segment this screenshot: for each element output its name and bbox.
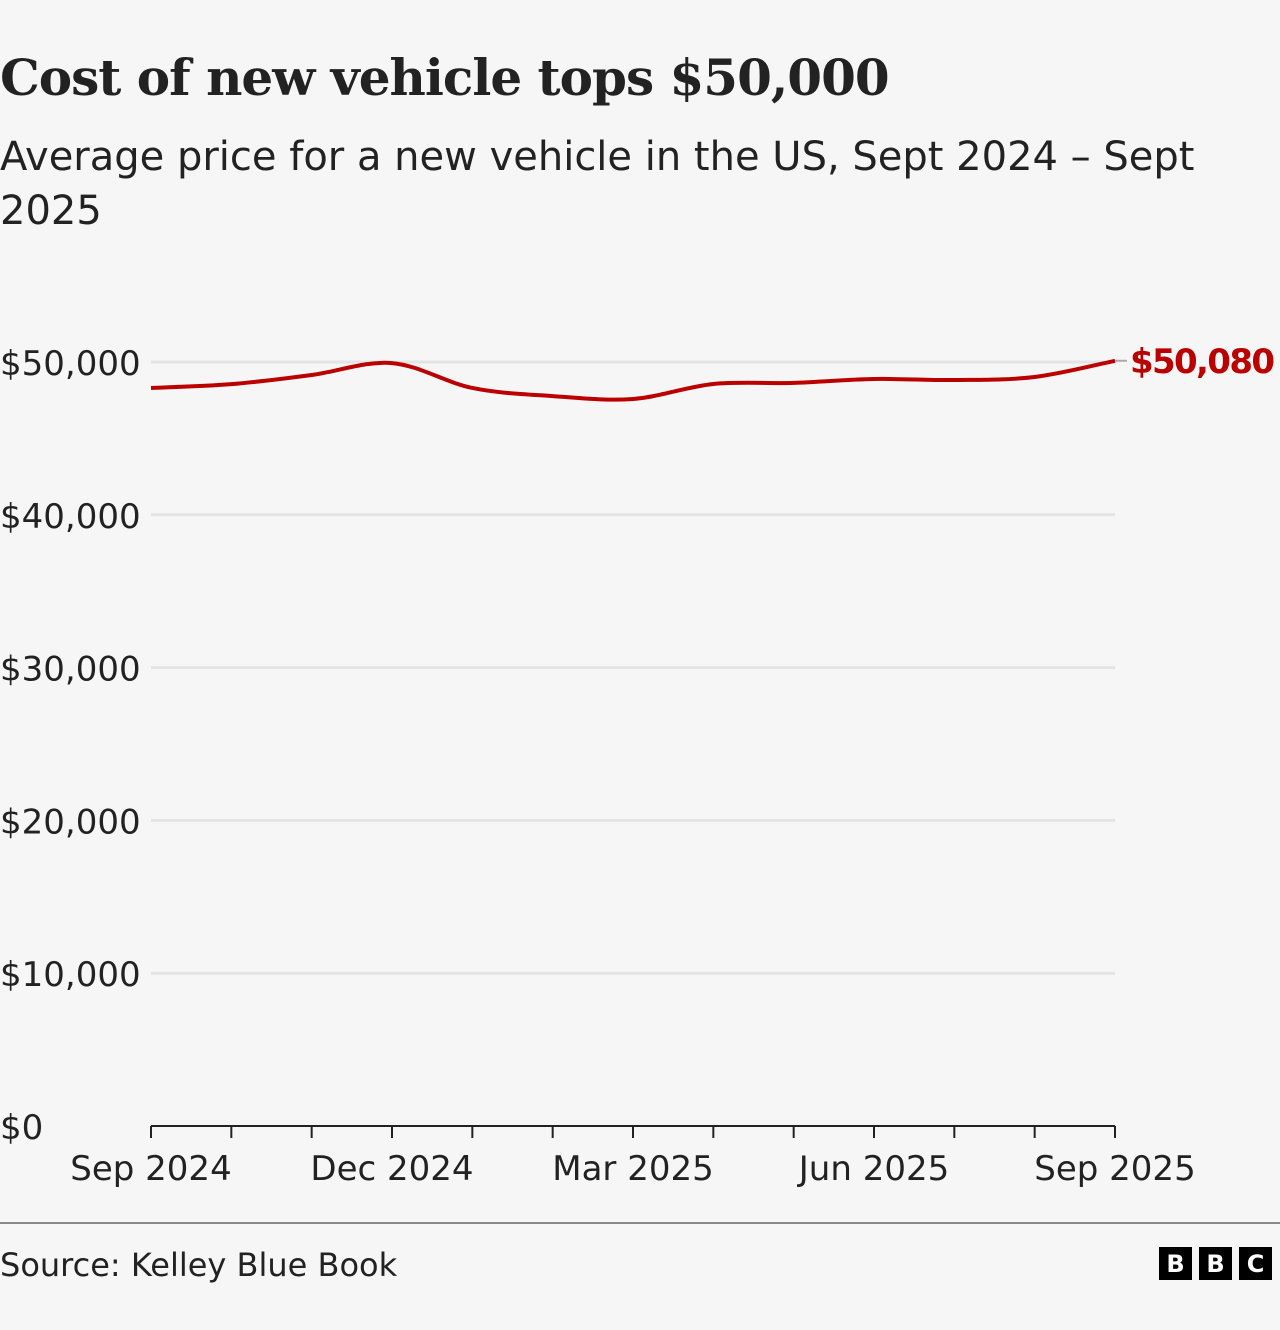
footer-divider [0, 1222, 1280, 1224]
logo-letter: C [1239, 1247, 1272, 1280]
source-note: Source: Kelley Blue Book [0, 1246, 398, 1284]
x-tick-label: Mar 2025 [552, 1149, 713, 1189]
y-tick-label: $40,000 [0, 497, 141, 537]
y-tick-label: $50,000 [0, 344, 141, 384]
logo-letter: B [1159, 1247, 1192, 1280]
line-chart: $0 $10,000 $20,000 $30,000 $40,000 $50,000 Sep… [0, 342, 1275, 1189]
x-tick-label: Dec 2024 [310, 1149, 473, 1189]
y-tick-label: $0 [0, 1108, 43, 1148]
y-tick-label: $10,000 [0, 955, 141, 995]
chart-subtitle: Average price for a new vehicle in the U… [0, 134, 1195, 234]
bbc-logo: B B C [1159, 1247, 1272, 1280]
y-tick-label: $20,000 [0, 802, 141, 842]
x-tick-label: Jun 2025 [797, 1149, 949, 1189]
x-tick-label: Sep 2025 [1034, 1149, 1195, 1189]
end-value-label: $50,080 [1130, 342, 1275, 382]
logo-letter: B [1199, 1247, 1232, 1280]
x-tick-label: Sep 2024 [70, 1149, 231, 1189]
series-line [150, 358, 1116, 402]
chart-title: Cost of new vehicle tops $50,000 [0, 48, 890, 107]
y-tick-label: $30,000 [0, 650, 141, 690]
